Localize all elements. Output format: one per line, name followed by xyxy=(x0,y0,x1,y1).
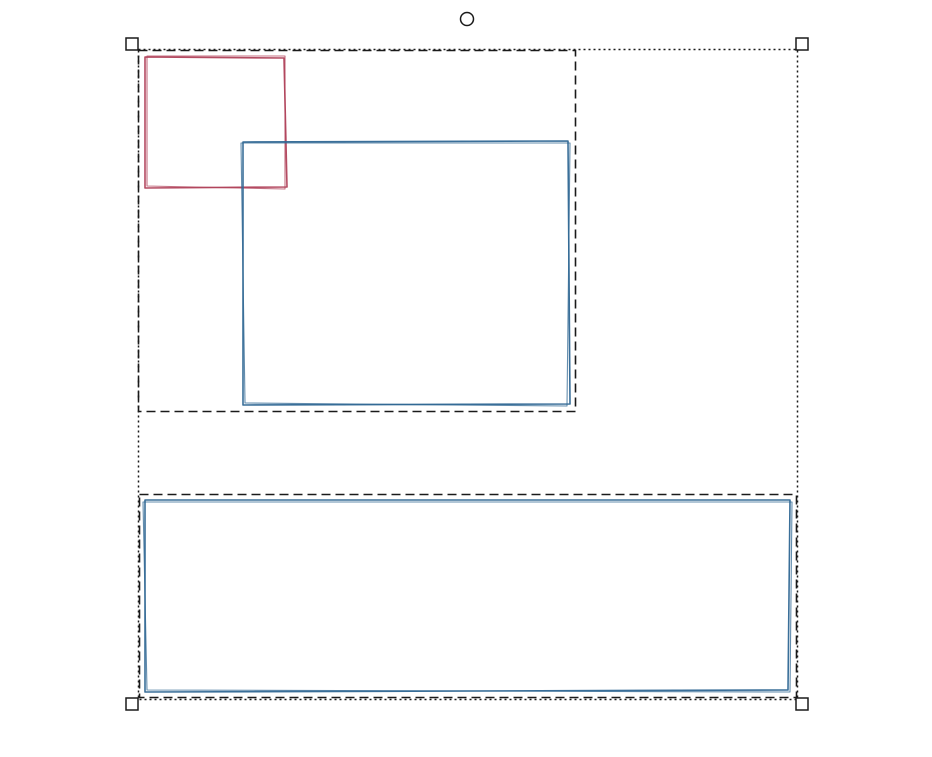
resize-handle-top-right[interactable] xyxy=(795,37,809,51)
selection-bounds xyxy=(137,48,799,701)
resize-handle-bottom-left[interactable] xyxy=(125,697,139,711)
group-a-selection-box xyxy=(137,49,577,413)
resize-handle-bottom-right[interactable] xyxy=(795,697,809,711)
blue-rectangle-bottom-stroke-2 xyxy=(142,501,793,693)
rotation-handle[interactable] xyxy=(459,11,475,27)
group-b-selection-box xyxy=(138,493,798,699)
blue-rectangle-top-stroke-2 xyxy=(240,142,571,407)
resize-handle-top-left[interactable] xyxy=(125,37,139,51)
blue-rectangle-bottom[interactable] xyxy=(142,499,793,693)
red-rectangle-stroke-2 xyxy=(146,55,286,190)
blue-rectangle-top-stroke-1 xyxy=(242,140,571,406)
red-rectangle[interactable] xyxy=(144,55,288,190)
red-rectangle-stroke-1 xyxy=(144,56,288,189)
blue-rectangle-top[interactable] xyxy=(240,140,571,407)
blue-rectangle-bottom-stroke-1 xyxy=(144,499,791,693)
